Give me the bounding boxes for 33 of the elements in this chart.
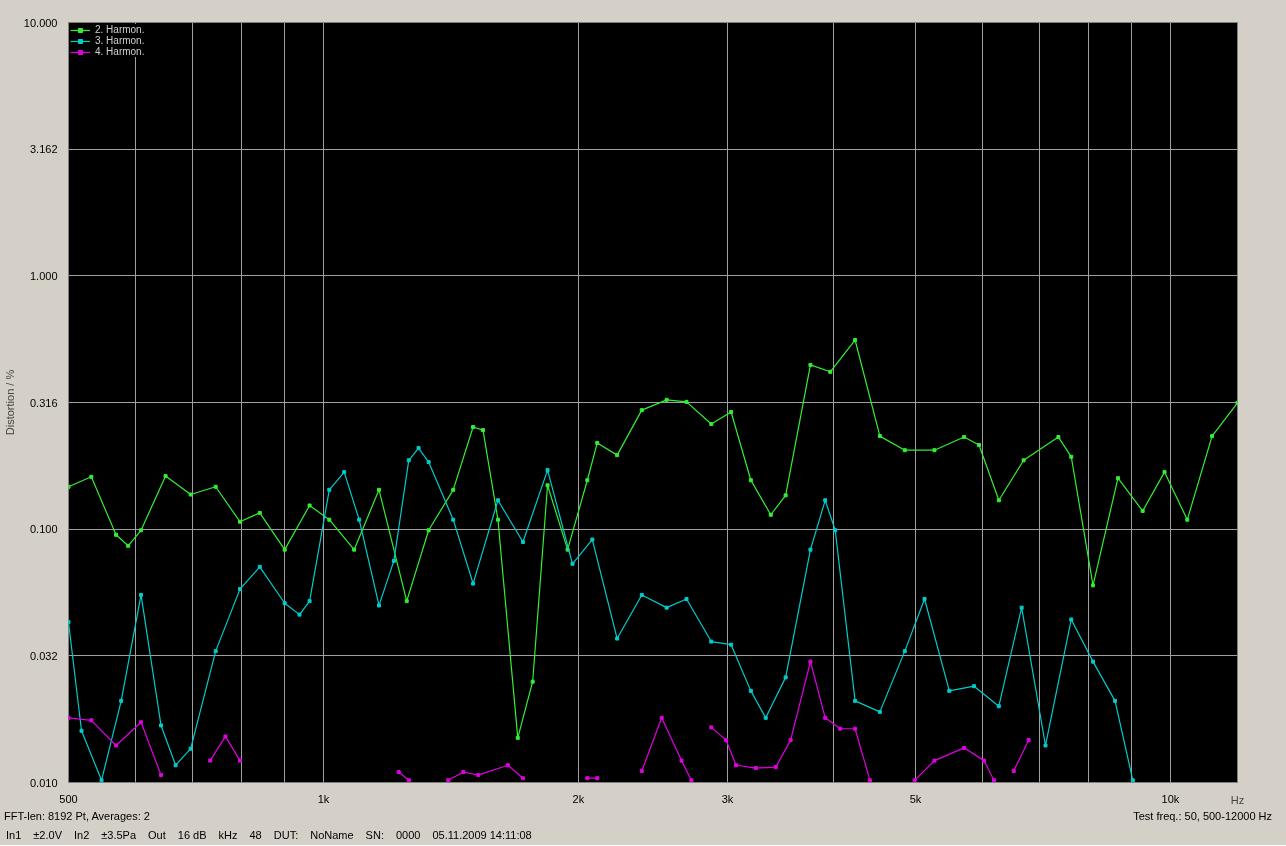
text: kHz <box>218 827 238 843</box>
text: In2 <box>73 827 90 843</box>
text: Out <box>148 827 166 843</box>
y-tick-label: 0.100 <box>29 523 58 536</box>
y-tick-label: 3.162 <box>29 143 58 156</box>
text: 48 <box>249 827 262 843</box>
y-tick-label: 1.000 <box>29 269 58 282</box>
text: DUT: <box>273 827 299 843</box>
text: 05.11.2009 14:11:08 <box>432 827 532 843</box>
text: In1 <box>6 827 22 843</box>
x-tick-label: 500 <box>59 792 78 805</box>
x-tick-label: 1k <box>317 792 330 805</box>
text: NoName <box>310 827 354 843</box>
y-tick-label: 0.032 <box>29 649 58 662</box>
text: SN: <box>365 827 384 843</box>
y-tick-label: 10.000 <box>23 16 58 29</box>
legend-label: 2. Harmon. <box>95 24 145 35</box>
x-tick-label: 10k <box>1161 792 1180 805</box>
y-tick-label: 0.010 <box>29 776 58 789</box>
legend-label: 3. Harmon. <box>95 35 145 46</box>
text: 0000 <box>395 827 421 843</box>
text: Test freq.: 50, 500-12000 Hz <box>1133 809 1272 824</box>
text: ±3.5Pa <box>101 827 137 843</box>
text: ±2.0V <box>33 827 62 843</box>
x-tick-label: 5k <box>909 792 922 805</box>
x-tick-label: 3k <box>721 792 734 805</box>
text: 16 dB <box>177 827 207 843</box>
y-tick-label: 0.316 <box>29 396 58 409</box>
y-axis-title: Distortion / % <box>3 369 16 436</box>
text: FFT-len: 8192 Pt, Averages: 2 <box>4 809 150 824</box>
x-tick-label: 2k <box>572 792 585 805</box>
x-axis-title: Hz <box>1230 793 1245 806</box>
legend-label: 4. Harmon. <box>95 46 145 57</box>
